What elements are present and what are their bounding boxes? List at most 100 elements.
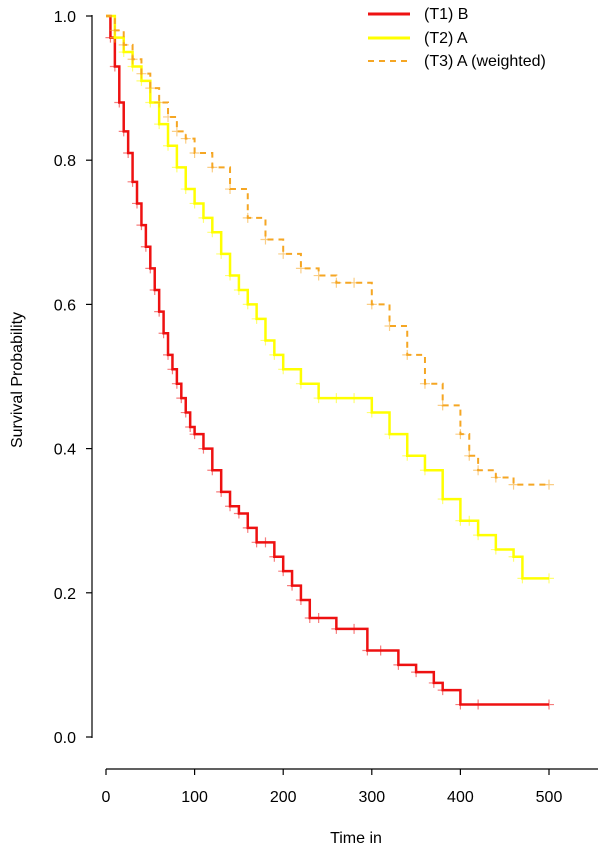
censor-mark [287,580,298,591]
censor-mark [136,220,147,231]
censor-mark [127,54,138,65]
censor-mark [349,277,360,288]
censor-mark [163,140,174,151]
censor-mark [544,479,554,490]
y-tick-label: 0.0 [54,730,76,747]
censor-mark [419,465,430,476]
censor-mark [260,234,271,245]
censor-mark [158,328,169,339]
series-line [106,15,549,486]
censor-mark [145,83,156,94]
censor-mark [154,119,165,130]
series-line [106,14,549,580]
y-tick-label: 0.6 [54,297,76,314]
censor-mark [216,248,227,259]
legend-item-t3: (T3) A (weighted) [368,53,546,70]
censor-mark [163,349,174,360]
censor-mark [145,97,156,108]
censor-mark [260,537,271,548]
censor-mark [544,573,554,584]
axes: 0.0 0.2 0.4 0.6 0.8 1.0 0 100 200 300 400 500 [54,9,598,806]
censor-mark [464,515,475,526]
censor-mark [167,364,178,375]
censor-mark [419,378,430,389]
censor-mark [455,429,466,440]
censor-mark [295,263,306,274]
censor-mark [154,97,165,108]
legend-label-t3: (T3) A (weighted) [424,53,546,70]
censor-mark [242,522,253,533]
censor-mark [180,184,191,195]
legend-label-t2: (T2) A [424,30,468,47]
legend: (T1) B (T2) A (T3) A (weighted) [368,6,546,70]
censor-mark [180,133,191,144]
x-tick-label: 500 [536,789,563,806]
censor-mark [331,277,342,288]
censor-mark [132,198,143,209]
censor-mark [455,699,466,710]
censor-mark [189,147,200,158]
censor-mark [269,349,280,360]
censor-mark [366,299,377,310]
censor-mark [517,573,528,584]
censor-mark [331,623,342,634]
censor-mark [437,400,448,411]
censor-mark [242,299,253,310]
censor-mark [127,176,138,187]
censor-mark [180,407,191,418]
x-ticks: 0 100 200 300 400 500 [102,769,563,806]
legend-label-t1: (T1) B [424,6,468,23]
censor-mark [349,623,360,634]
censor-mark [185,421,196,432]
censor-mark [251,313,262,324]
censor-mark [109,61,120,72]
censor-mark [295,595,306,606]
censor-mark [402,450,413,461]
y-ticks: 0.0 0.2 0.4 0.6 0.8 1.0 [54,9,92,747]
censor-mark [304,613,315,624]
censor-mark [207,162,218,173]
censor-mark [473,699,484,710]
censor-mark [189,429,200,440]
x-tick-label: 100 [181,789,208,806]
censor-mark [331,393,342,404]
censor-mark [473,465,484,476]
censor-mark [278,248,289,259]
censor-mark [251,537,262,548]
censor-mark [473,530,484,541]
censor-mark [313,393,324,404]
censor-mark [198,443,209,454]
censor-mark [198,212,209,223]
censor-mark [455,515,466,526]
censor-mark [260,335,271,346]
censor-mark [171,378,182,389]
censor-mark [123,147,134,158]
censor-mark [437,494,448,505]
censor-mark [136,68,147,79]
censor-mark [233,284,244,295]
censor-mark [490,544,501,555]
legend-item-t2: (T2) A [368,30,468,47]
censor-mark [176,393,187,404]
censor-mark [233,508,244,519]
censor-mark [154,306,165,317]
series-1 [105,14,554,710]
censor-mark [225,501,236,512]
y-tick-label: 0.4 [54,442,76,459]
censor-mark [118,39,129,50]
censor-mark [384,429,395,440]
x-tick-label: 400 [447,789,474,806]
censor-mark [402,349,413,360]
censor-mark [384,321,395,332]
censor-mark [225,184,236,195]
censor-mark [118,126,129,137]
censor-mark [313,613,324,624]
censor-mark [189,198,200,209]
censor-mark [375,645,386,656]
censor-mark [207,465,218,476]
censor-mark [349,393,360,404]
x-axis-label: Time in [330,830,382,847]
censor-mark [171,162,182,173]
censor-mark [140,241,151,252]
